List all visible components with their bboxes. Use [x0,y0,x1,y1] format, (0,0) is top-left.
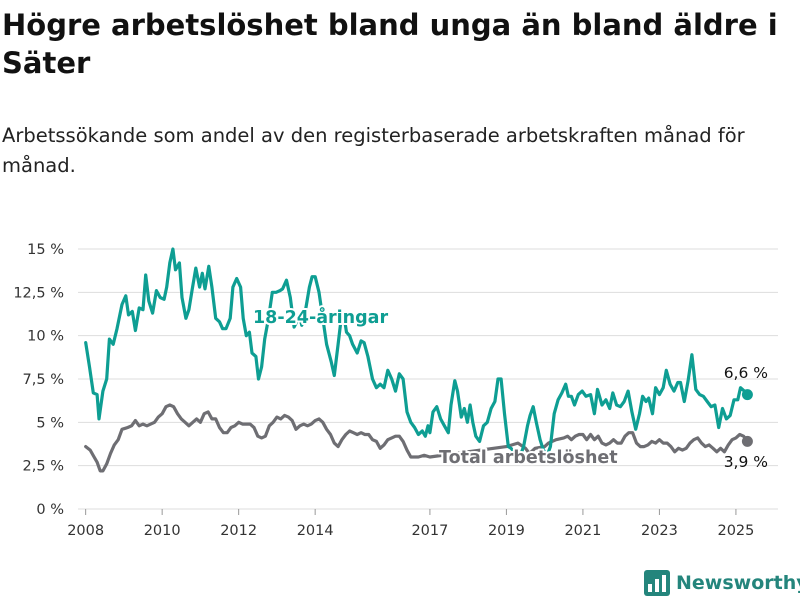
series-label-total: Total arbetslöshet [439,448,618,468]
x-tick-label: 2019 [488,523,525,539]
x-tick-label: 2010 [144,523,181,539]
x-tick-label: 2025 [717,523,754,539]
series-lines [84,247,753,473]
brand-name: Newsworthy [676,572,800,594]
series-line-total [84,403,749,473]
x-tick-label: 2021 [564,523,601,539]
x-tick-label: 2012 [220,523,257,539]
y-tick-label: 12,5 % [13,285,64,301]
newsworthy-logo-icon [644,570,670,596]
y-tick-label: 15 % [27,242,64,258]
y-tick-label: 7,5 % [23,372,64,388]
axis-ticks: 0 % 2,5 % 5 % 7,5 % 10 % 12,5 % 15 % 2008 2010 20… [13,242,754,539]
chart-subtitle: Arbetssökande som andel av den registerb… [2,124,745,177]
x-tick-label: 2017 [411,523,448,539]
y-tick-label: 2,5 % [23,459,64,475]
series-labels: 18-24-åringar Total arbetslöshet 6,6 % 3,9 … [251,304,768,471]
end-value-label-youth: 6,6 % [724,364,768,382]
x-tick-label: 2014 [297,523,334,539]
x-tick-label: 2023 [641,523,678,539]
end-value-label-total: 3,9 % [724,453,768,471]
brand-logo: Newsworthy [644,568,800,598]
series-end-point-youth [741,389,753,401]
y-tick-label: 10 % [27,329,64,345]
y-tick-label: 5 % [36,415,64,431]
page-title: Högre arbetslöshet bland unga än bland ä… [2,8,778,80]
grid-lines [78,248,778,510]
series-line-youth [84,247,749,459]
series-end-point-total [741,435,753,447]
x-tick-label: 2008 [67,523,104,539]
y-tick-label: 0 % [36,502,64,518]
series-label-youth: 18-24-åringar [253,306,388,328]
